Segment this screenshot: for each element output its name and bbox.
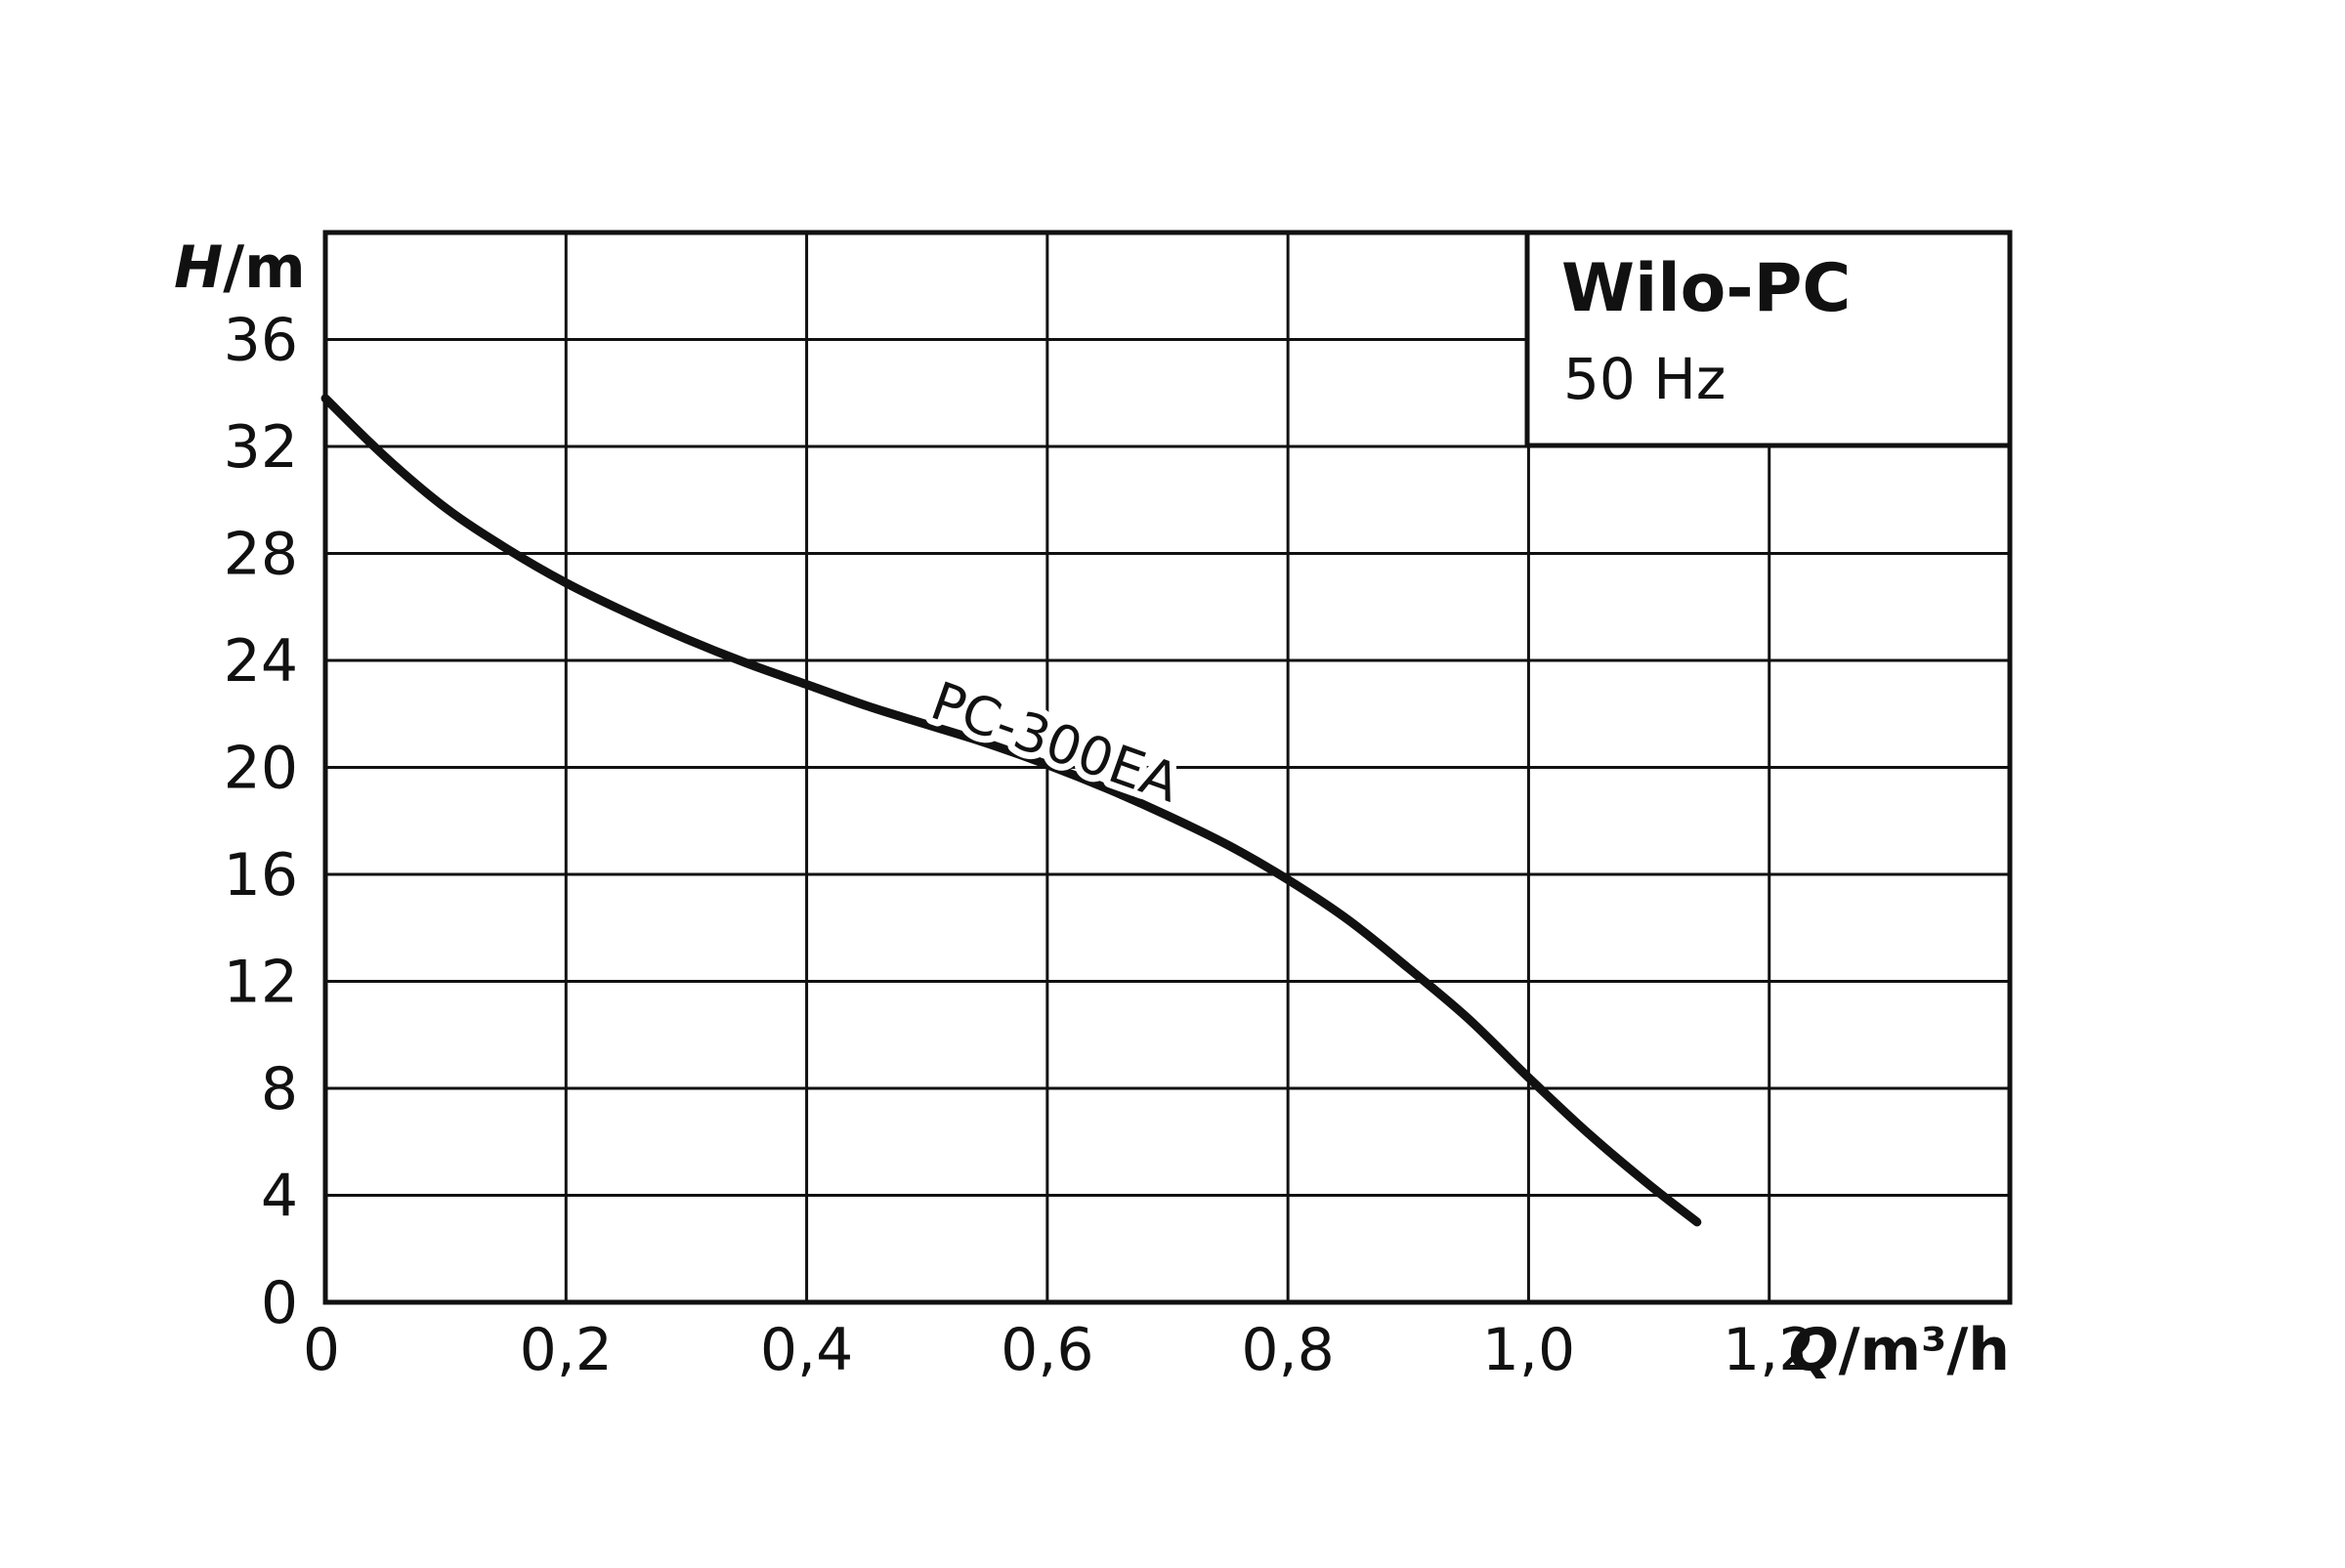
y-axis-title: H/m xyxy=(174,233,306,302)
series-label: PC-300EA xyxy=(923,670,1187,815)
y-tick-label: 36 xyxy=(224,307,298,375)
y-axis-unit: /m xyxy=(223,233,305,302)
plot-frame xyxy=(322,230,2013,1305)
chart-title: Wilo-PC xyxy=(1561,250,1851,327)
y-tick-label: 8 xyxy=(261,1055,298,1123)
y-tick-label: 20 xyxy=(224,735,298,803)
chart-subtitle: 50 Hz xyxy=(1563,346,1726,412)
y-axis-symbol: H xyxy=(174,233,223,302)
y-tick-label: 4 xyxy=(261,1163,298,1231)
y-tick-label: 24 xyxy=(224,627,298,696)
x-axis-symbol: Q xyxy=(1789,1316,1839,1384)
x-tick-label: 0,4 xyxy=(760,1316,853,1384)
series-lines: PC-300EA xyxy=(320,394,1702,1227)
series-line xyxy=(320,394,1702,1227)
tick-labels: 0 0,2 0,4 0,6 0,8 1,0 1,2 0 4 8 12 16 20 24 28 32 36 xyxy=(224,307,1816,1385)
y-tick-label: 28 xyxy=(224,521,298,589)
y-tick-label: 32 xyxy=(224,413,298,482)
x-tick-label: 0 xyxy=(303,1316,340,1384)
x-tick-label: 0,2 xyxy=(520,1316,613,1384)
x-tick-label: 0,8 xyxy=(1241,1316,1334,1384)
x-tick-label: 0,6 xyxy=(1001,1316,1093,1384)
x-tick-label: 1,2 xyxy=(1723,1316,1815,1384)
y-tick-label: 0 xyxy=(261,1269,298,1337)
title-box xyxy=(1524,230,2013,448)
y-tick-label: 16 xyxy=(224,841,298,910)
y-tick-label: 12 xyxy=(224,949,298,1017)
x-tick-label: 1,0 xyxy=(1482,1316,1575,1384)
x-axis-title: Q/m³/h xyxy=(1789,1316,2010,1384)
x-axis-unit: /m³/h xyxy=(1839,1316,2010,1384)
